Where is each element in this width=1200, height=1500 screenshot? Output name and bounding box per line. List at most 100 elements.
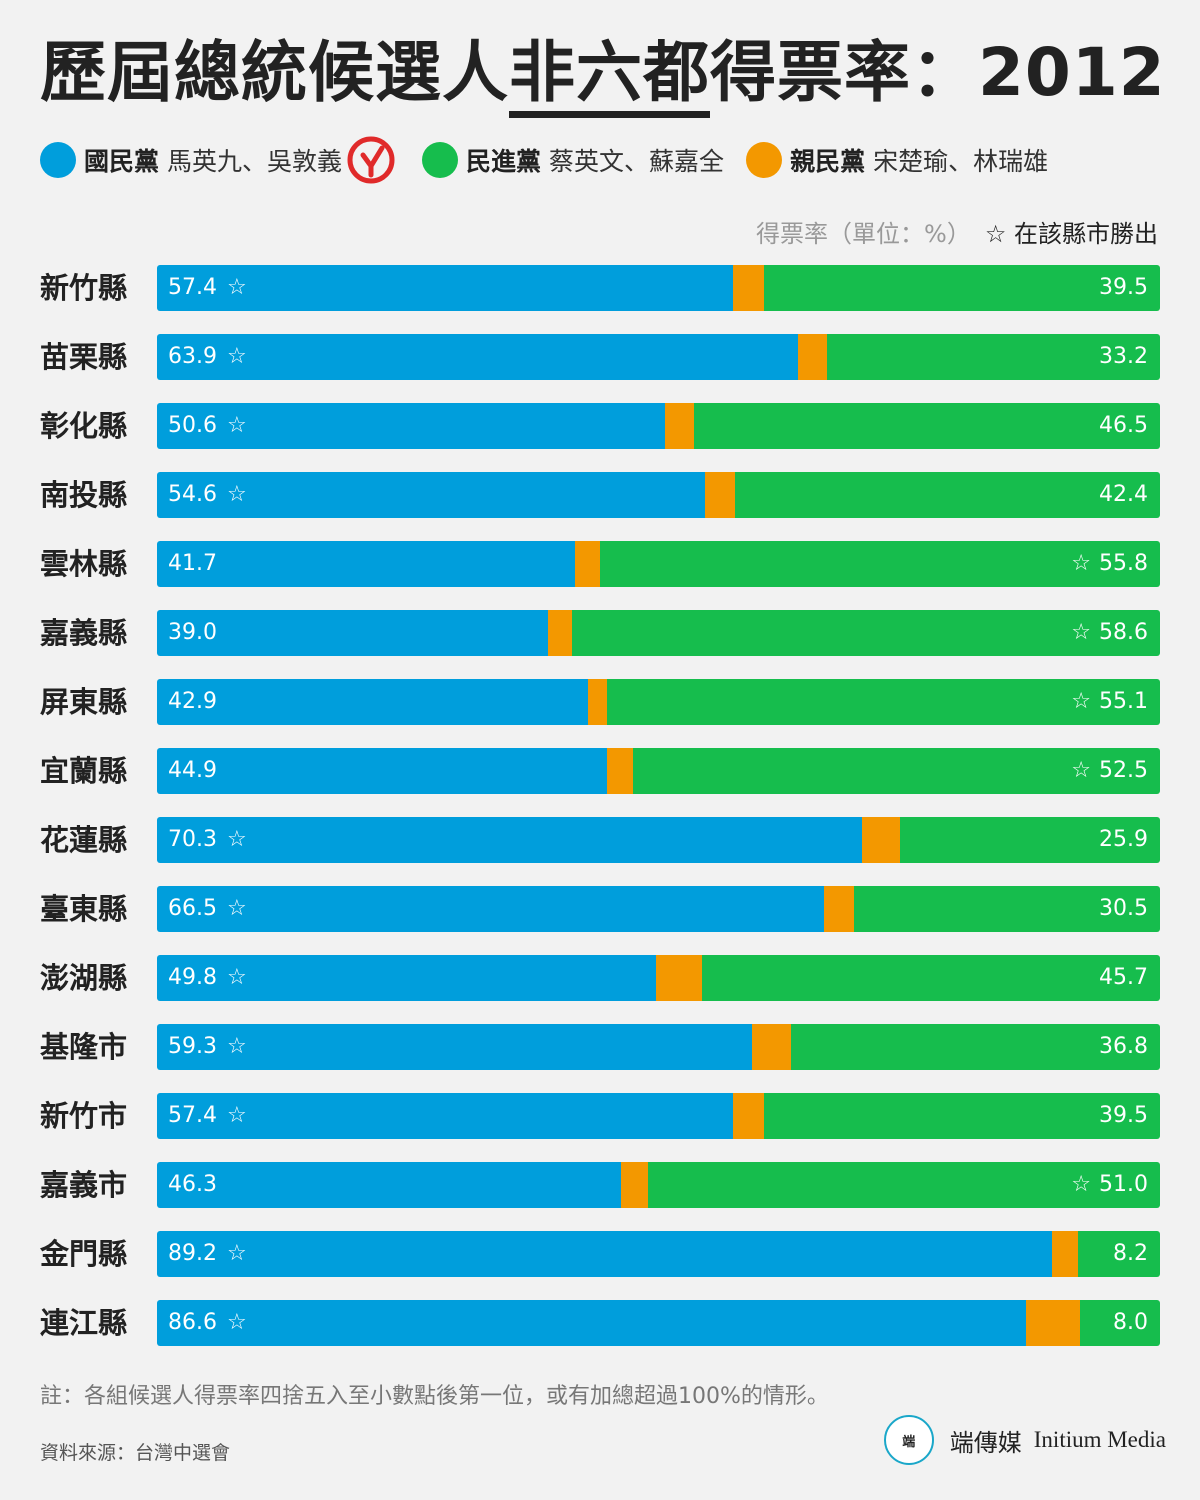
bar-segment-國民黨 [157, 748, 608, 794]
stacked-bar [157, 334, 1160, 380]
category-label: 彰化縣 [40, 409, 128, 443]
star-icon: ☆ [226, 482, 247, 507]
value-label-left: 63.9 ☆ [168, 334, 247, 380]
value-label-right: 42.4 [1099, 472, 1148, 518]
category-label: 宜蘭縣 [40, 754, 128, 788]
star-icon: ☆ [226, 275, 247, 300]
dpp-value: 36.8 [1099, 1034, 1148, 1059]
value-label-left: 86.6 ☆ [168, 1300, 247, 1346]
star-icon: ☆ [1071, 551, 1092, 576]
value-label-left: 44.9 [168, 748, 217, 794]
value-label-right: ☆ 55.8 [1071, 541, 1148, 587]
bar-segment-國民黨 [157, 472, 705, 518]
checked-ballot-icon [346, 135, 396, 185]
bar-segment-國民黨 [157, 1162, 622, 1208]
value-label-right: ☆ 51.0 [1071, 1162, 1148, 1208]
bar-segment-民進黨 [1079, 1300, 1160, 1346]
category-label: 金門縣 [40, 1237, 128, 1271]
star-icon: ☆ [1071, 758, 1092, 783]
chart-row: 屏東縣 42.9 ☆ 55.1 [0, 679, 1200, 725]
category-label: 花蓮縣 [40, 823, 128, 857]
bar-segment-國民黨 [157, 265, 733, 311]
kmt-value: 63.9 [168, 344, 217, 369]
bar-segment-民進黨 [826, 334, 1160, 380]
bar-segment-親民黨 [575, 541, 601, 587]
star-icon: ☆ [226, 1241, 247, 1266]
category-label: 基隆市 [40, 1030, 128, 1064]
bar-segment-民進黨 [693, 403, 1160, 449]
dpp-value: 58.6 [1099, 620, 1148, 645]
dpp-value: 33.2 [1099, 344, 1148, 369]
legend-item-dpp: 民進黨 蔡英文、蘇嘉全 [422, 142, 724, 178]
bar-segment-民進黨 [734, 472, 1160, 518]
dpp-value: 55.1 [1099, 689, 1148, 714]
chart-row: 新竹市 57.4 ☆ 39.5 [0, 1093, 1200, 1139]
bar-segment-親民黨 [862, 817, 901, 863]
category-label: 屏東縣 [40, 685, 128, 719]
category-label: 澎湖縣 [40, 961, 128, 995]
brand-name-cn: 端傳媒 [949, 1428, 1022, 1457]
chart-row: 宜蘭縣 44.9 ☆ 52.5 [0, 748, 1200, 794]
chart-row: 雲林縣 41.7 ☆ 55.8 [0, 541, 1200, 587]
chart-row: 基隆市 59.3 ☆ 36.8 [0, 1024, 1200, 1070]
chart-row: 連江縣 86.6 ☆ 8.0 [0, 1300, 1200, 1346]
legend-party-pfp: 親民黨 [790, 147, 866, 176]
chart-row: 嘉義縣 39.0 ☆ 58.6 [0, 610, 1200, 656]
category-label: 嘉義縣 [40, 616, 128, 650]
star-icon: ☆ [1071, 1172, 1092, 1197]
chart-row: 金門縣 89.2 ☆ 8.2 [0, 1231, 1200, 1277]
bar-segment-國民黨 [157, 955, 657, 1001]
dpp-value: 52.5 [1099, 758, 1148, 783]
stacked-bar [157, 1231, 1160, 1277]
star-icon: ☆ [226, 827, 247, 852]
bar-segment-國民黨 [157, 1231, 1052, 1277]
star-icon: ☆ [226, 1103, 247, 1128]
bar-segment-國民黨 [157, 334, 798, 380]
bar-segment-民進黨 [606, 679, 1160, 725]
chart-row: 澎湖縣 49.8 ☆ 45.7 [0, 955, 1200, 1001]
stacked-bar [157, 1162, 1160, 1208]
dpp-value: 39.5 [1099, 1103, 1148, 1128]
kmt-value: 57.4 [168, 275, 217, 300]
bar-segment-國民黨 [157, 541, 576, 587]
value-label-right: ☆ 58.6 [1071, 610, 1148, 656]
legend-item-kmt: 國民黨 馬英九、吳敦義 [40, 135, 400, 185]
legend: 國民黨 馬英九、吳敦義 民進黨 蔡英文、蘇嘉全 親民黨 宋楚瑜、林瑞雄 [40, 136, 1070, 184]
dpp-value: 42.4 [1099, 482, 1148, 507]
bar-segment-親民黨 [548, 610, 573, 656]
kmt-value: 46.3 [168, 1172, 217, 1197]
kmt-value: 57.4 [168, 1103, 217, 1128]
value-label-left: 66.5 ☆ [168, 886, 247, 932]
value-label-right: 36.8 [1099, 1024, 1148, 1070]
kmt-value: 41.7 [168, 551, 217, 576]
value-label-left: 70.3 ☆ [168, 817, 247, 863]
unit-note: 得票率（單位：%） ☆ 在該縣市勝出 [756, 214, 1158, 249]
value-label-right: 46.5 [1099, 403, 1148, 449]
legend-candidates-kmt: 馬英九、吳敦義 [167, 147, 343, 176]
bar-segment-國民黨 [157, 679, 588, 725]
stacked-bar [157, 886, 1160, 932]
bar-segment-民進黨 [1077, 1231, 1160, 1277]
category-label: 苗栗縣 [40, 340, 128, 374]
title-prefix: 歷屆總統候選人 [40, 34, 509, 111]
star-icon: ☆ [226, 896, 247, 921]
chart-row: 嘉義市 46.3 ☆ 51.0 [0, 1162, 1200, 1208]
legend-dot-kmt [40, 142, 76, 178]
value-label-right: 25.9 [1099, 817, 1148, 863]
dpp-value: 39.5 [1099, 275, 1148, 300]
bar-segment-國民黨 [157, 886, 824, 932]
brand-name-en: Initium Media [1033, 1427, 1166, 1452]
bar-segment-親民黨 [656, 955, 702, 1001]
bar-segment-民進黨 [854, 886, 1160, 932]
bar-segment-民進黨 [763, 1093, 1160, 1139]
kmt-value: 86.6 [168, 1310, 217, 1335]
kmt-value: 42.9 [168, 689, 217, 714]
dpp-value: 45.7 [1099, 965, 1148, 990]
bar-segment-民進黨 [763, 265, 1160, 311]
value-label-right: 8.2 [1113, 1231, 1148, 1277]
stacked-bar [157, 610, 1160, 656]
legend-candidates-dpp: 蔡英文、蘇嘉全 [549, 147, 725, 176]
value-label-left: 54.6 ☆ [168, 472, 247, 518]
value-label-right: ☆ 52.5 [1071, 748, 1148, 794]
